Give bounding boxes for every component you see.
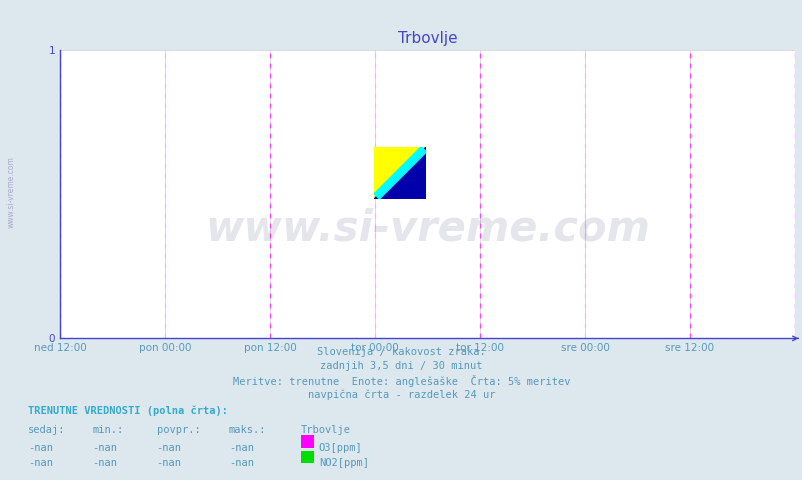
Polygon shape [374, 147, 426, 199]
Text: -nan: -nan [28, 443, 53, 453]
Text: Slovenija / kakovost zraka.: Slovenija / kakovost zraka. [317, 347, 485, 357]
Text: min.:: min.: [92, 425, 124, 435]
Text: zadnjih 3,5 dni / 30 minut: zadnjih 3,5 dni / 30 minut [320, 361, 482, 371]
Text: -nan: -nan [28, 458, 53, 468]
Text: -nan: -nan [92, 458, 117, 468]
Text: povpr.:: povpr.: [156, 425, 200, 435]
Text: Trbovlje: Trbovlje [301, 425, 350, 435]
Title: Trbovlje: Trbovlje [397, 32, 457, 47]
Text: Meritve: trenutne  Enote: anglešaške  Črta: 5% meritev: Meritve: trenutne Enote: anglešaške Črta… [233, 375, 569, 387]
Text: sedaj:: sedaj: [28, 425, 66, 435]
Text: TRENUTNE VREDNOSTI (polna črta):: TRENUTNE VREDNOSTI (polna črta): [28, 406, 228, 416]
Text: maks.:: maks.: [229, 425, 266, 435]
Polygon shape [374, 147, 426, 199]
Text: -nan: -nan [229, 443, 253, 453]
Text: -nan: -nan [92, 443, 117, 453]
Text: navpična črta - razdelek 24 ur: navpična črta - razdelek 24 ur [307, 390, 495, 400]
Text: -nan: -nan [156, 443, 181, 453]
Text: -nan: -nan [229, 458, 253, 468]
Text: -nan: -nan [156, 458, 181, 468]
Text: www.si-vreme.com: www.si-vreme.com [6, 156, 15, 228]
Polygon shape [374, 147, 426, 199]
Text: www.si-vreme.com: www.si-vreme.com [205, 208, 650, 250]
Text: O3[ppm]: O3[ppm] [318, 443, 362, 453]
Text: NO2[ppm]: NO2[ppm] [318, 458, 368, 468]
